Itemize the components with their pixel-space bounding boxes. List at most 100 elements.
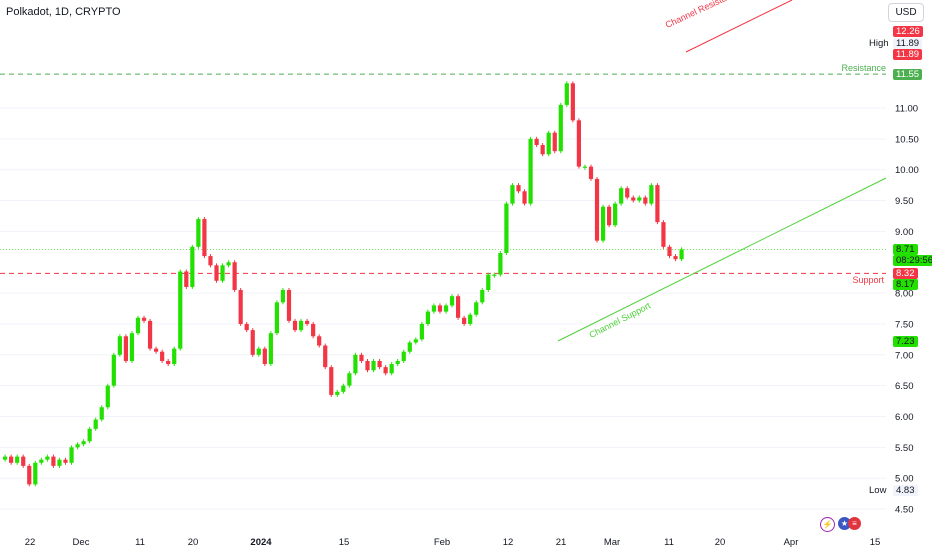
candle [588, 166, 594, 179]
candle [401, 351, 406, 361]
candle [594, 178, 600, 241]
candle [172, 348, 177, 365]
us-flag-icon[interactable]: ★ [838, 517, 851, 530]
low-value: 4.83 [893, 485, 918, 496]
candle [462, 317, 467, 324]
candle [449, 296, 455, 306]
candle [63, 459, 68, 463]
candles [3, 81, 684, 487]
price-tick-label: 5.50 [895, 443, 914, 454]
currency-button[interactable]: USD [888, 3, 924, 22]
candle [576, 120, 581, 167]
support-label: Support [852, 275, 884, 285]
candle [655, 185, 660, 223]
candle [679, 249, 684, 260]
candle [39, 459, 44, 463]
candle [81, 441, 86, 445]
candle [437, 305, 443, 312]
candle [99, 407, 104, 420]
candle [317, 336, 322, 346]
candle [51, 456, 56, 466]
candle [353, 354, 358, 374]
time-tick-label: Dec [73, 537, 90, 548]
candle [347, 373, 352, 386]
candle [419, 323, 424, 340]
candle [226, 262, 231, 266]
candle [407, 342, 412, 352]
candle [365, 360, 370, 371]
resistance-label: Resistance [841, 63, 886, 73]
candle [667, 246, 672, 257]
time-tick-label: 15 [870, 537, 881, 548]
candle [75, 444, 80, 448]
candle [637, 197, 642, 201]
candle [208, 256, 213, 266]
resistance-price-tag: 11.55 [893, 69, 923, 80]
time-axis: 22 Dec 11 20 2024 15 Feb 12 21 Mar 11 20 Apr 15 [25, 537, 881, 548]
price-tick-label: 9.00 [895, 227, 914, 238]
candle [564, 83, 569, 105]
candle [196, 219, 201, 247]
candle [57, 459, 62, 466]
candle [431, 305, 437, 312]
candle [528, 138, 533, 204]
candle [498, 252, 503, 275]
horizontal-levels [0, 73, 886, 274]
candle [256, 348, 261, 355]
price-tick-label: 9.50 [895, 196, 914, 207]
candle [570, 83, 575, 121]
candle [280, 290, 286, 303]
price-tick-label: 8.00 [895, 289, 914, 300]
candle [147, 320, 153, 349]
candle [552, 132, 557, 152]
time-tick-label: 21 [556, 537, 567, 548]
candle [510, 185, 515, 204]
candle [69, 447, 74, 463]
candle [274, 302, 279, 334]
candle [21, 456, 26, 466]
time-tick-label: 12 [503, 537, 514, 548]
candle [178, 271, 183, 349]
price-axis: 11.00 10.50 10.00 9.50 9.00 8.00 7.50 7.00 6.50 6… [895, 104, 919, 516]
candle [504, 203, 509, 253]
candle [546, 132, 551, 155]
candle [625, 188, 630, 198]
lightning-icon[interactable]: ⚡ [820, 517, 835, 532]
candle [15, 456, 20, 463]
candle [117, 336, 122, 355]
candle [474, 302, 479, 315]
candle [359, 354, 364, 361]
low-label: Low [869, 485, 887, 496]
time-tick-label: 11 [135, 537, 145, 548]
time-tick-label: Mar [604, 537, 620, 548]
price-tick-label: 10.50 [895, 134, 919, 145]
time-tick-label: 2024 [250, 537, 272, 548]
candle [129, 333, 135, 361]
time-tick-label: Apr [784, 537, 799, 548]
us-flag-icon-2[interactable]: ≡ [848, 517, 861, 530]
candle [33, 462, 38, 485]
time-tick-label: 22 [25, 537, 36, 548]
candle [619, 188, 624, 204]
candle [480, 290, 485, 303]
time-tick-label: 20 [715, 537, 726, 548]
candle [292, 320, 298, 331]
candle [111, 354, 116, 386]
channel-support-line [557, 177, 887, 342]
price-tick-label: 7.50 [895, 319, 914, 330]
candle [105, 385, 110, 408]
candle [123, 336, 128, 361]
candle [383, 367, 388, 374]
candle [558, 104, 563, 152]
candle [93, 419, 98, 429]
candle [631, 197, 636, 201]
price-tick-label: 7.00 [895, 350, 914, 361]
time-tick-label: Feb [434, 537, 450, 548]
candle [600, 206, 606, 241]
support-price-tag: 8.32 [893, 268, 918, 279]
chart-title: Polkadot, 1D, CRYPTO [6, 6, 121, 18]
candle [335, 391, 340, 395]
candle [202, 219, 207, 257]
candle [540, 145, 545, 155]
